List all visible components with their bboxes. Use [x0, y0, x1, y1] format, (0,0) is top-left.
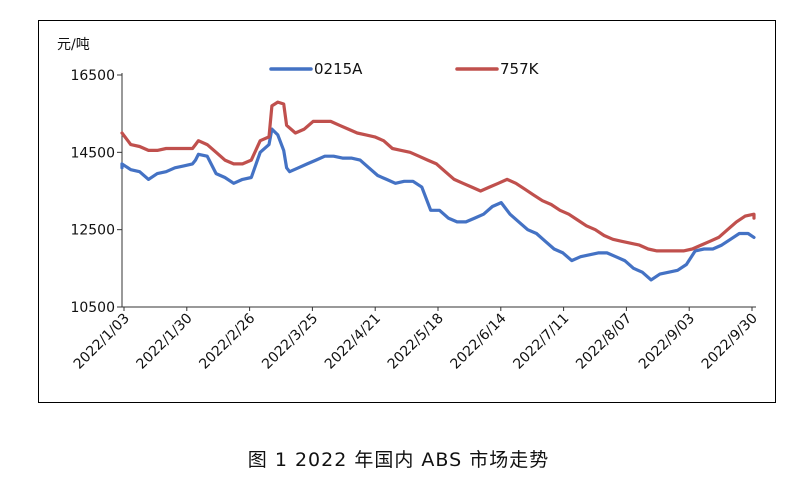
x-tick-label: 2022/8/07 [573, 311, 635, 373]
x-tick-label: 2022/4/21 [322, 311, 384, 373]
x-tick-label: 2022/1/30 [134, 311, 196, 373]
figure-caption: 图 1 2022 年国内 ABS 市场走势 [247, 449, 550, 471]
x-tick-label: 2022/5/18 [385, 311, 447, 373]
x-tick-label: 2022/2/26 [196, 310, 258, 372]
x-tick-labels: 2022/1/03 2022/1/30 2022/2/26 2022/3/25 2022… [71, 307, 761, 373]
series-line-0215A [120, 127, 756, 282]
axes [121, 73, 756, 308]
y-axis-unit-label: 元/吨 [57, 37, 90, 53]
y-tick-label: 14500 [70, 145, 115, 161]
y-tick-label: 16500 [70, 68, 115, 84]
chart-frame: 元/吨 10500 12500 14500 16500 2022/1/03 2022/1… [38, 20, 776, 403]
x-tick-label: 2022/9/03 [636, 311, 698, 373]
y-tick-labels: 10500 12500 14500 16500 [70, 68, 122, 316]
x-tick-label: 2022/6/14 [448, 310, 510, 372]
legend-label-0215A: 0215A [314, 60, 363, 78]
legend-label-757K: 757K [500, 60, 540, 78]
legend: 0215A 757K [269, 60, 540, 78]
line-chart: 元/吨 10500 12500 14500 16500 2022/1/03 2022/1… [57, 37, 761, 373]
series-lines [120, 100, 756, 282]
y-tick-label: 12500 [70, 223, 115, 239]
x-tick-label: 2022/7/11 [510, 311, 572, 373]
series-line-757K [120, 100, 756, 253]
x-tick-label: 2022/3/25 [259, 311, 321, 373]
y-tick-label: 10500 [70, 300, 115, 316]
x-tick-label: 2022/9/30 [699, 311, 761, 373]
x-tick-label: 2022/1/03 [71, 311, 133, 373]
